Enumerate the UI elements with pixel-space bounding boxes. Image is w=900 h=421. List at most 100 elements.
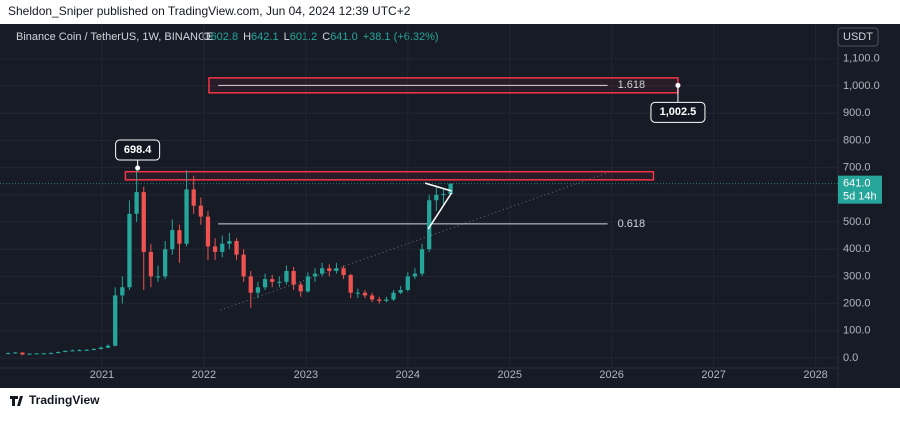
y-tick-label: 800.0: [843, 134, 871, 146]
candle-body: [170, 230, 175, 250]
x-tick-label: 2026: [599, 369, 623, 381]
y-tick-label: 0.0: [843, 352, 858, 364]
candle-body: [113, 295, 118, 346]
candle-body: [127, 213, 132, 288]
candle-body: [63, 350, 68, 353]
candle-body: [355, 292, 360, 294]
candle-body: [284, 270, 289, 282]
ohlc-value: 641.0: [330, 31, 358, 43]
candle-body: [327, 268, 332, 271]
candle-body: [184, 189, 189, 244]
candle-body: [262, 279, 268, 288]
candle-body: [412, 273, 418, 277]
candle-body: [198, 205, 203, 217]
candle-body: [234, 241, 239, 255]
ohlc-key: L: [284, 31, 290, 43]
candle-body: [177, 230, 182, 244]
candle-body: [427, 200, 432, 250]
candle-body: [434, 194, 439, 201]
y-tick-label: 500.0: [843, 216, 871, 228]
fib-label: 1.618: [618, 79, 646, 91]
candle-body: [155, 276, 161, 278]
callout-box: [115, 139, 161, 161]
triangle-line: [427, 192, 453, 230]
ohlc-key: C: [322, 31, 330, 43]
ohlc-key: H: [243, 31, 251, 43]
ohlc-value: 602.8: [211, 31, 239, 43]
x-tick-label: 2027: [701, 369, 725, 381]
triangle-line: [424, 182, 452, 192]
y-tick-label: 900.0: [843, 107, 871, 119]
candle-body: [105, 345, 111, 348]
candle-body: [220, 243, 225, 252]
ohlc-text: O602.8 H642.1 L601.2 C641.0 +38.1 (+6.32%): [202, 31, 439, 43]
candle-body: [70, 350, 75, 352]
x-tick-label: 2025: [497, 369, 521, 381]
candle-body: [55, 352, 61, 354]
candle-body: [255, 287, 261, 293]
candle-body: [77, 350, 82, 352]
currency-button[interactable]: [837, 27, 879, 47]
callout-point: [135, 165, 141, 171]
x-tick-label: 2024: [396, 369, 420, 381]
candle-body: [191, 189, 196, 206]
callout-label: 1,002.5: [660, 106, 697, 118]
candle-body: [320, 268, 325, 274]
x-tick-label: 2028: [803, 369, 827, 381]
zone: [124, 170, 655, 181]
fib-label: 0.618: [618, 218, 646, 230]
candle-body: [148, 251, 154, 277]
candle-body: [34, 353, 39, 355]
candle-body: [120, 287, 125, 296]
ohlc-value: 601.2: [290, 31, 318, 43]
candle-body: [441, 194, 446, 196]
x-tick-label: 2023: [294, 369, 318, 381]
candle-body: [20, 352, 25, 355]
candle-body: [391, 292, 396, 300]
candle-body: [84, 349, 89, 351]
candle-body: [205, 216, 211, 247]
candle-body: [241, 254, 246, 277]
candle-body: [419, 249, 425, 274]
candle-body: [134, 192, 139, 214]
candle-body: [270, 279, 275, 282]
candle-body: [291, 270, 296, 285]
candle-body: [98, 347, 104, 350]
y-tick-label: 1,000.0: [843, 80, 880, 92]
ohlc-value: 642.1: [251, 31, 279, 43]
ohlc: O602.8 H642.1 L601.2 C641.0 +38.1 (+6.32%): [202, 31, 439, 43]
candle-body: [298, 284, 303, 292]
candle-body: [369, 295, 375, 300]
candle-body: [227, 241, 232, 244]
currency[interactable]: USDT: [843, 31, 873, 43]
candle-body: [305, 276, 311, 292]
y-tick-label: 200.0: [843, 298, 871, 310]
candle-body: [27, 353, 32, 355]
symbol: Binance Coin / TetherUS, 1W, BINANCE: [16, 31, 213, 43]
ohlc-change: +38.1 (+6.32%): [363, 31, 439, 43]
callout-point: [675, 82, 681, 88]
candle-body: [277, 281, 282, 283]
x-tick-label: 2022: [192, 369, 216, 381]
publisher: Sheldon_Sniper published on TradingView.…: [8, 4, 411, 18]
callout-box: [650, 101, 706, 123]
x-tick-label: 2021: [90, 369, 114, 381]
candle-body: [91, 349, 96, 351]
y-tick-label: 1,100.0: [843, 53, 880, 65]
callout-label: 698.4: [124, 144, 152, 156]
candle-body: [405, 276, 410, 290]
candle-body: [48, 353, 54, 355]
candle-body: [341, 268, 346, 276]
y-tick-label: 300.0: [843, 270, 871, 282]
last-price-label: 641.0: [843, 178, 871, 190]
candle-body: [362, 292, 368, 296]
y-tick-label: 700.0: [843, 162, 871, 174]
brand: TradingView: [29, 393, 100, 407]
candle-body: [13, 352, 18, 354]
trendline: [220, 171, 610, 311]
candle-body: [448, 183, 453, 195]
candle-body: [248, 276, 253, 293]
chart-bg: [0, 24, 900, 388]
countdown: 5d 14h: [843, 191, 877, 203]
